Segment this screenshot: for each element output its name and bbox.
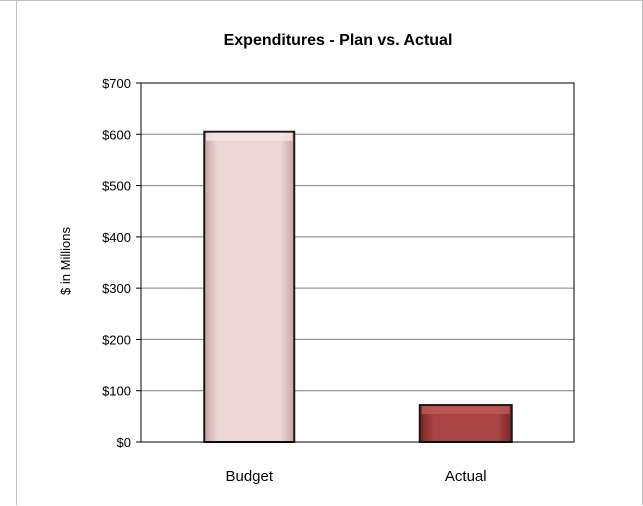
y-tick-label: $400 bbox=[102, 230, 131, 245]
y-tick-labels: $0 $100 $200 $300 $400 $500 $600 $700 bbox=[102, 76, 131, 450]
y-tick-label: $700 bbox=[102, 76, 131, 91]
y-tick-label: $100 bbox=[102, 384, 131, 399]
bar-bevel-highlight bbox=[421, 406, 510, 415]
bar-budget bbox=[203, 130, 296, 443]
x-category-label: Budget bbox=[225, 468, 273, 485]
chart-title: Expenditures - Plan vs. Actual bbox=[224, 32, 453, 49]
y-tick-label: $600 bbox=[102, 127, 131, 142]
bar-bevel-highlight bbox=[206, 132, 293, 141]
y-tick-label: $200 bbox=[102, 332, 131, 347]
x-category-labels: Budget Actual bbox=[225, 468, 486, 485]
plot-area-border bbox=[140, 82, 575, 443]
y-tick-label: $300 bbox=[102, 281, 131, 296]
x-category-label: Actual bbox=[445, 468, 487, 485]
bars bbox=[203, 130, 513, 443]
y-tick-label: $500 bbox=[102, 179, 131, 194]
y-tick-label: $0 bbox=[117, 435, 131, 450]
gridlines bbox=[136, 82, 574, 443]
y-axis-label: $ in Millions bbox=[58, 227, 73, 295]
